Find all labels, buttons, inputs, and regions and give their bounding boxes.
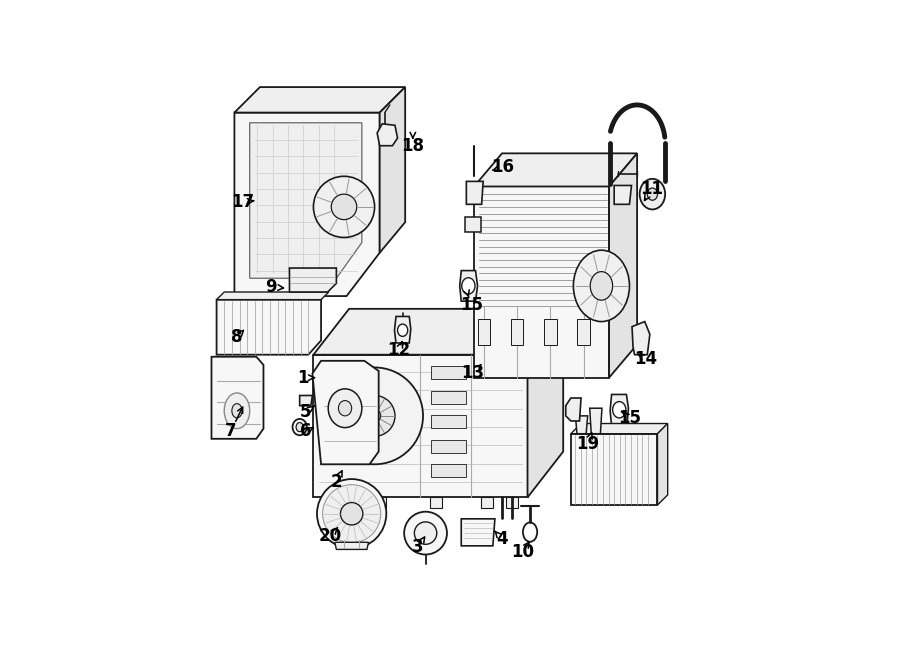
Ellipse shape (590, 271, 613, 300)
Text: 19: 19 (576, 435, 599, 453)
Ellipse shape (640, 179, 665, 209)
Polygon shape (474, 187, 609, 377)
Polygon shape (335, 542, 368, 549)
Text: 8: 8 (231, 328, 243, 346)
Text: 16: 16 (491, 158, 515, 176)
Text: 14: 14 (634, 350, 657, 368)
Polygon shape (527, 308, 563, 497)
Polygon shape (313, 355, 527, 497)
Polygon shape (466, 181, 483, 205)
Text: 6: 6 (300, 422, 311, 440)
Ellipse shape (328, 389, 362, 428)
Polygon shape (460, 271, 478, 301)
Text: 7: 7 (225, 422, 237, 440)
Ellipse shape (368, 410, 381, 422)
Polygon shape (249, 122, 362, 278)
Polygon shape (234, 113, 380, 296)
Polygon shape (429, 497, 442, 508)
Text: 2: 2 (330, 473, 342, 491)
Polygon shape (212, 357, 264, 439)
Text: 1: 1 (298, 369, 309, 387)
Polygon shape (506, 497, 518, 508)
Ellipse shape (338, 401, 352, 416)
Ellipse shape (296, 422, 303, 432)
Polygon shape (431, 464, 466, 477)
Ellipse shape (326, 367, 423, 464)
Polygon shape (217, 300, 321, 355)
Text: 5: 5 (300, 402, 311, 421)
Text: 17: 17 (231, 193, 255, 211)
Polygon shape (461, 519, 495, 546)
Polygon shape (465, 217, 481, 232)
Ellipse shape (398, 324, 408, 336)
Ellipse shape (340, 502, 363, 525)
Ellipse shape (613, 402, 626, 418)
Ellipse shape (224, 393, 249, 428)
Polygon shape (474, 154, 637, 187)
Polygon shape (431, 367, 466, 379)
Polygon shape (374, 497, 386, 508)
Polygon shape (481, 497, 493, 508)
Ellipse shape (523, 522, 537, 542)
Polygon shape (300, 395, 312, 406)
Polygon shape (478, 319, 491, 344)
Polygon shape (632, 322, 650, 355)
Polygon shape (544, 319, 556, 344)
Ellipse shape (232, 404, 242, 418)
Polygon shape (377, 124, 398, 146)
Ellipse shape (462, 278, 475, 294)
Text: 4: 4 (496, 530, 508, 548)
Polygon shape (575, 416, 588, 434)
Polygon shape (566, 398, 581, 421)
Polygon shape (313, 308, 563, 355)
Polygon shape (571, 424, 668, 434)
Polygon shape (234, 87, 405, 113)
Polygon shape (394, 316, 410, 343)
Polygon shape (312, 361, 379, 464)
Ellipse shape (355, 395, 395, 436)
Text: 15: 15 (618, 409, 641, 428)
Text: 13: 13 (462, 363, 484, 381)
Polygon shape (431, 415, 466, 428)
Text: 11: 11 (640, 180, 663, 198)
Ellipse shape (322, 485, 381, 543)
Polygon shape (614, 185, 632, 205)
Text: 9: 9 (266, 278, 277, 296)
Text: 20: 20 (319, 527, 342, 545)
Text: 15: 15 (460, 297, 483, 314)
Ellipse shape (292, 419, 307, 435)
Polygon shape (380, 87, 405, 253)
Text: 10: 10 (511, 543, 534, 561)
Polygon shape (658, 424, 668, 505)
Text: 3: 3 (412, 538, 424, 556)
Ellipse shape (317, 479, 386, 548)
Polygon shape (571, 434, 658, 505)
Polygon shape (431, 440, 466, 453)
Ellipse shape (647, 188, 658, 200)
Polygon shape (290, 268, 337, 292)
Polygon shape (431, 391, 466, 404)
Polygon shape (322, 497, 335, 508)
Ellipse shape (313, 176, 374, 238)
Ellipse shape (404, 512, 447, 555)
Polygon shape (511, 319, 524, 344)
Ellipse shape (331, 194, 356, 220)
Polygon shape (609, 154, 637, 377)
Ellipse shape (414, 522, 436, 544)
Text: 12: 12 (388, 341, 410, 359)
Polygon shape (590, 408, 602, 434)
Polygon shape (578, 319, 590, 344)
Text: 18: 18 (401, 137, 424, 155)
Polygon shape (217, 292, 328, 300)
Ellipse shape (573, 250, 629, 322)
Polygon shape (610, 395, 628, 426)
